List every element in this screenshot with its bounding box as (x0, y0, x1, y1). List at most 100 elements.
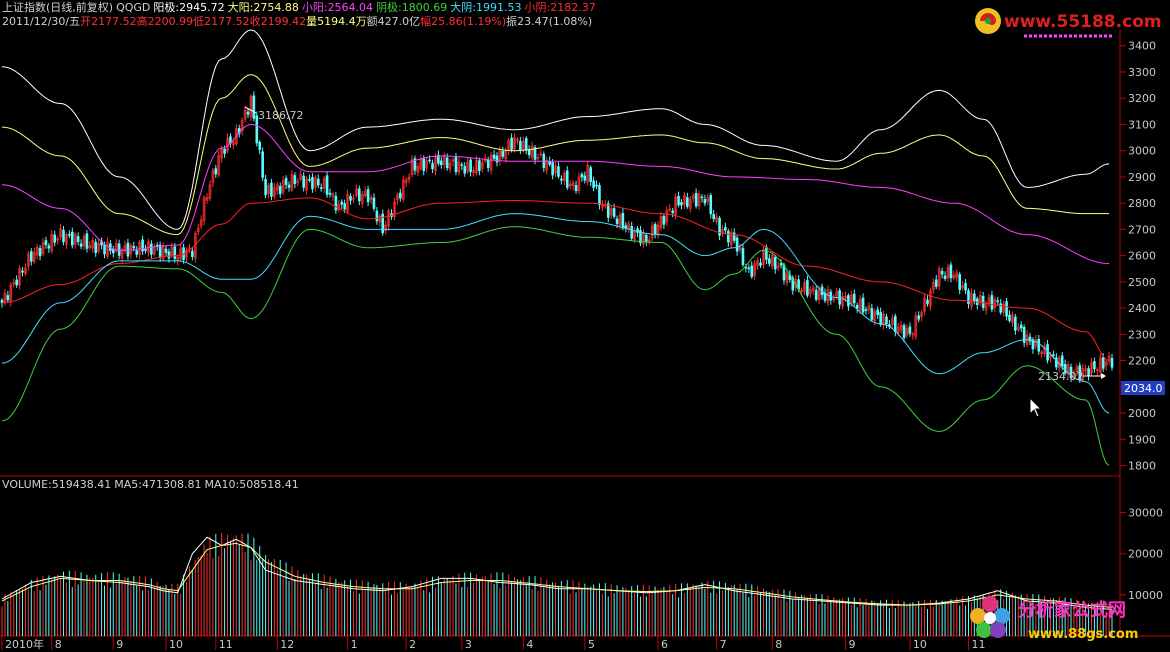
yangji-value: 2945.72 (179, 1, 225, 14)
candle-body (950, 265, 952, 278)
candle-body (326, 176, 328, 195)
candle-body (317, 179, 319, 185)
candle-body (727, 231, 729, 242)
close-value: 2199.42 (261, 15, 307, 28)
candle-body (581, 174, 583, 177)
candle-body (631, 226, 633, 238)
candle-body (423, 159, 425, 171)
yangji-label: 阳极: (153, 1, 179, 14)
candle-body (885, 317, 887, 324)
month-label: 9 (116, 638, 123, 651)
candle-body (678, 196, 680, 205)
xiaoyin-value: 2182.37 (550, 1, 596, 14)
candle-body (285, 178, 287, 184)
candle-body (288, 185, 290, 187)
candle-body (742, 248, 744, 264)
price-tick-label: 3400 (1128, 40, 1156, 53)
candle-body (997, 301, 999, 302)
candle-body (584, 176, 586, 180)
candle-body (806, 280, 808, 295)
candle-body (429, 160, 431, 161)
index-title: 上证指数(日线,前复权) (2, 1, 113, 14)
dayin-value: 1991.53 (476, 1, 522, 14)
candle-body (519, 141, 521, 150)
month-label: 3 (465, 638, 472, 651)
candle-body (487, 160, 489, 168)
candle-body (54, 235, 56, 242)
price-tick-label: 2200 (1128, 355, 1156, 368)
candle-body (432, 163, 434, 169)
candle-body (309, 179, 311, 180)
month-label: 10 (913, 638, 927, 651)
candle-body (191, 251, 193, 257)
amp-label: 振 (506, 15, 517, 28)
price-tick-label: 2400 (1128, 302, 1156, 315)
volume-axis: 100002000030000 (1120, 507, 1163, 602)
price-tick-label: 2800 (1128, 197, 1156, 210)
site-logo-bottom[interactable]: 分析家公式网 www.88gs.com (968, 590, 1168, 648)
candle-body (622, 213, 624, 228)
candle-body (1008, 315, 1010, 321)
month-label: 2 (409, 638, 416, 651)
vol-value: 519438.41 (52, 478, 112, 491)
month-label: 6 (661, 638, 668, 651)
xiaoyin-label: 小阴: (525, 1, 551, 14)
ma10-label: MA10: (205, 478, 240, 491)
price-tick-label: 2300 (1128, 328, 1156, 341)
quote-header: 2011/12/30/五开2177.52高2200.99低2177.52收219… (2, 15, 592, 29)
low-label: 低 (193, 15, 204, 28)
candle-body (493, 155, 495, 159)
candle-body (39, 248, 41, 256)
candle-body (525, 138, 527, 149)
price-tick-label: 1800 (1128, 460, 1156, 473)
candle-body (724, 227, 726, 230)
candle-body (136, 251, 138, 255)
candle-body (376, 211, 378, 221)
band-line-1 (2, 30, 1109, 229)
candle-body (253, 96, 255, 119)
candle-body (279, 186, 281, 193)
candle-body (552, 162, 554, 175)
candle-body (575, 185, 577, 190)
price-tick-label: 3300 (1128, 66, 1156, 79)
month-label: 9 (848, 638, 855, 651)
candle-body (168, 252, 170, 258)
candle-body (247, 112, 249, 114)
change-label: 幅 (420, 15, 431, 28)
candle-body (751, 266, 753, 277)
price-tick-label: 2700 (1128, 223, 1156, 236)
band-line-4 (2, 198, 1109, 361)
candle-body (566, 171, 568, 188)
low-value: 2177.52 (204, 15, 250, 28)
candle-body (511, 138, 513, 149)
candle-body (1052, 355, 1054, 356)
date-axis: 2010年891011121234567891011 (2, 636, 985, 651)
candle-body (104, 245, 106, 254)
candle-body (446, 158, 448, 168)
candle-body (557, 167, 559, 177)
month-label: 8 (55, 638, 62, 651)
candle-body (270, 183, 272, 196)
candle-body (973, 294, 975, 301)
candle-body (713, 214, 715, 218)
candle-body (1061, 356, 1063, 366)
yinji-value: 1800.69 (402, 1, 448, 14)
high-value: 2200.99 (148, 15, 194, 28)
band-line-2 (2, 75, 1109, 235)
candle-body (654, 224, 656, 233)
candle-body (259, 142, 261, 149)
candle-body (80, 244, 82, 246)
amount-value: 427.0亿 (378, 15, 421, 28)
candle-body (596, 185, 598, 186)
candle-body (440, 161, 442, 165)
candle-body (1006, 302, 1008, 317)
candle-body (86, 234, 88, 249)
price-tick-label: 1900 (1128, 433, 1156, 446)
site-logo-top[interactable]: www.55188.com (972, 4, 1162, 38)
candle-body (701, 197, 703, 198)
candle-body (1014, 317, 1016, 330)
band-line-3 (2, 124, 1109, 263)
volume-tick-label: 30000 (1128, 507, 1163, 520)
candle-body (765, 247, 767, 259)
